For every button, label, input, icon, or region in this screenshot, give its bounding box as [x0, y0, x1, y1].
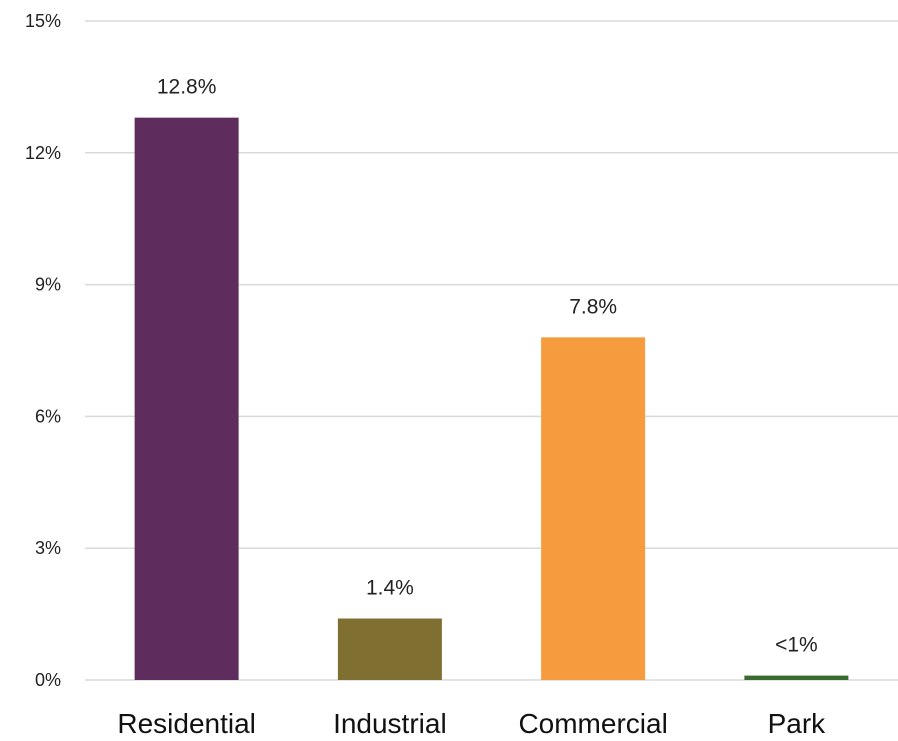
- y-tick-label: 0%: [35, 670, 61, 690]
- bar-industrial: [338, 618, 442, 680]
- y-tick-label: 3%: [35, 538, 61, 558]
- bars: [135, 118, 849, 680]
- data-label: <1%: [775, 634, 818, 657]
- y-tick-label: 6%: [35, 406, 61, 426]
- data-label: 1.4%: [366, 576, 414, 599]
- x-tick-label: Residential: [117, 708, 256, 739]
- x-axis-tick-labels: Residential Industrial Commercial Park: [117, 708, 826, 739]
- y-tick-label: 12%: [25, 143, 61, 163]
- y-tick-label: 15%: [25, 11, 61, 31]
- data-label: 7.8%: [569, 295, 617, 318]
- bar-residential: [135, 118, 239, 680]
- bar-commercial: [541, 337, 645, 680]
- x-tick-label: Commercial: [518, 708, 667, 739]
- y-tick-label: 9%: [35, 275, 61, 295]
- x-tick-label: Park: [768, 708, 827, 739]
- x-tick-label: Industrial: [333, 708, 447, 739]
- y-axis-tick-labels: 0% 3% 6% 9% 12% 15%: [25, 11, 61, 690]
- bar-park: [744, 676, 848, 680]
- data-label: 12.8%: [157, 76, 217, 99]
- data-labels: 12.8% 1.4% 7.8% <1%: [157, 76, 818, 657]
